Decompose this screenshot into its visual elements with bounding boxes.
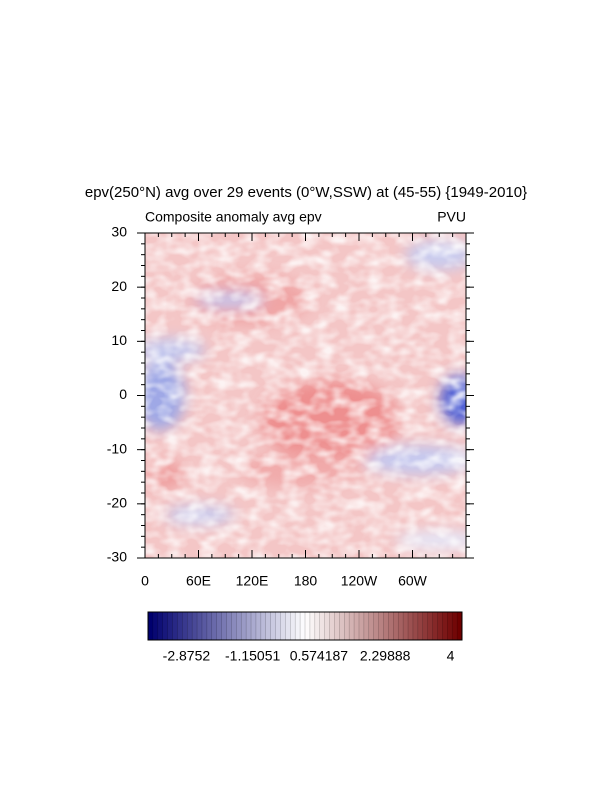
colorbar-box xyxy=(437,612,443,640)
colorbar-box xyxy=(236,612,242,640)
colorbar-box xyxy=(201,612,208,640)
y-tick-label: 30 xyxy=(111,224,127,240)
colorbar-box xyxy=(378,612,384,640)
colorbar-box xyxy=(358,612,365,640)
y-tick-label: 10 xyxy=(111,332,127,348)
x-tick-label: 0 xyxy=(141,573,149,589)
colorbar-box xyxy=(167,612,174,640)
colorbar-box xyxy=(334,612,340,640)
colorbar-tick-label: 4 xyxy=(447,648,455,664)
colorbar-box xyxy=(457,612,463,640)
colorbar-box xyxy=(162,612,169,640)
colorbar-box xyxy=(300,612,306,640)
colorbar-box xyxy=(177,612,183,640)
colorbar-box xyxy=(197,612,203,640)
chart-title: epv(250°N) avg over 29 events (0°W,SSW) … xyxy=(85,184,527,201)
colorbar-box xyxy=(305,612,311,640)
x-tick-label: 120W xyxy=(341,573,378,589)
colorbar-box xyxy=(388,612,394,640)
colorbar-box xyxy=(221,612,227,640)
colorbar-box xyxy=(363,612,370,640)
colorbar-box xyxy=(157,612,164,640)
colorbar-box xyxy=(442,612,448,640)
colorbar-box xyxy=(309,612,316,640)
right-label: PVU xyxy=(437,209,466,225)
colorbar-box xyxy=(393,612,399,640)
colorbar-box xyxy=(226,612,232,640)
colorbar-box xyxy=(427,612,434,640)
colorbar-box xyxy=(339,612,345,640)
x-tick-label: 180 xyxy=(294,573,318,589)
colorbar-box xyxy=(216,612,223,640)
colorbar-box xyxy=(398,612,404,640)
colorbar-box xyxy=(295,612,301,640)
left-label: Composite anomaly avg epv xyxy=(145,209,322,225)
x-tick-label: 60W xyxy=(398,573,428,589)
y-tick-label: -10 xyxy=(107,440,127,456)
x-tick-label: 60E xyxy=(186,573,211,589)
colorbar-box xyxy=(211,612,218,640)
field xyxy=(145,233,466,558)
colorbar-frame xyxy=(147,611,463,641)
colorbar-box xyxy=(172,612,178,640)
colorbar-box xyxy=(285,612,291,640)
colorbar-box xyxy=(148,612,154,640)
colorbar-box xyxy=(231,612,237,640)
colorbar-box xyxy=(246,612,252,640)
colorbar-box xyxy=(329,612,335,640)
colorbar-box xyxy=(187,612,193,640)
colorbar-tick-label: -1.15051 xyxy=(225,648,280,664)
x-tick-label: 120E xyxy=(236,573,269,589)
colorbar-box xyxy=(408,612,414,640)
y-tick-label: 20 xyxy=(111,278,127,294)
colorbar-box xyxy=(403,612,409,640)
colorbar-tick-label: 2.29888 xyxy=(360,648,411,664)
colorbar-box xyxy=(422,612,429,640)
colorbar-box xyxy=(251,612,257,640)
colorbar-box xyxy=(373,612,380,640)
colorbar-tick-label: 0.574187 xyxy=(290,648,349,664)
colorbar-box xyxy=(265,612,272,640)
colorbar-box xyxy=(270,612,277,640)
colorbar-box xyxy=(412,612,419,640)
colorbar-box xyxy=(432,612,438,640)
y-tick-label: 0 xyxy=(119,386,127,402)
colorbar-box xyxy=(280,612,286,640)
colorbar-box xyxy=(260,612,267,640)
colorbar xyxy=(147,612,463,640)
colorbar-box xyxy=(344,612,350,640)
colorbar-box xyxy=(354,612,360,640)
colorbar-box xyxy=(417,612,424,640)
colorbar-box xyxy=(152,612,159,640)
colorbar-box xyxy=(368,612,375,640)
colorbar-box xyxy=(206,612,213,640)
colorbar-box xyxy=(255,612,262,640)
colorbar-box xyxy=(447,612,453,640)
colorbar-box xyxy=(241,612,247,640)
colorbar-box xyxy=(319,612,326,640)
y-tick-label: -30 xyxy=(107,549,127,565)
colorbar-box xyxy=(383,612,389,640)
colorbar-box xyxy=(182,612,188,640)
colorbar-box xyxy=(324,612,331,640)
colorbar-box xyxy=(290,612,296,640)
colorbar-tick-label: -2.8752 xyxy=(163,648,211,664)
colorbar-box xyxy=(275,612,281,640)
colorbar-box xyxy=(314,612,321,640)
y-tick-label: -20 xyxy=(107,495,127,511)
colorbar-box xyxy=(192,612,198,640)
colorbar-box xyxy=(349,612,355,640)
colorbar-box xyxy=(452,612,458,640)
